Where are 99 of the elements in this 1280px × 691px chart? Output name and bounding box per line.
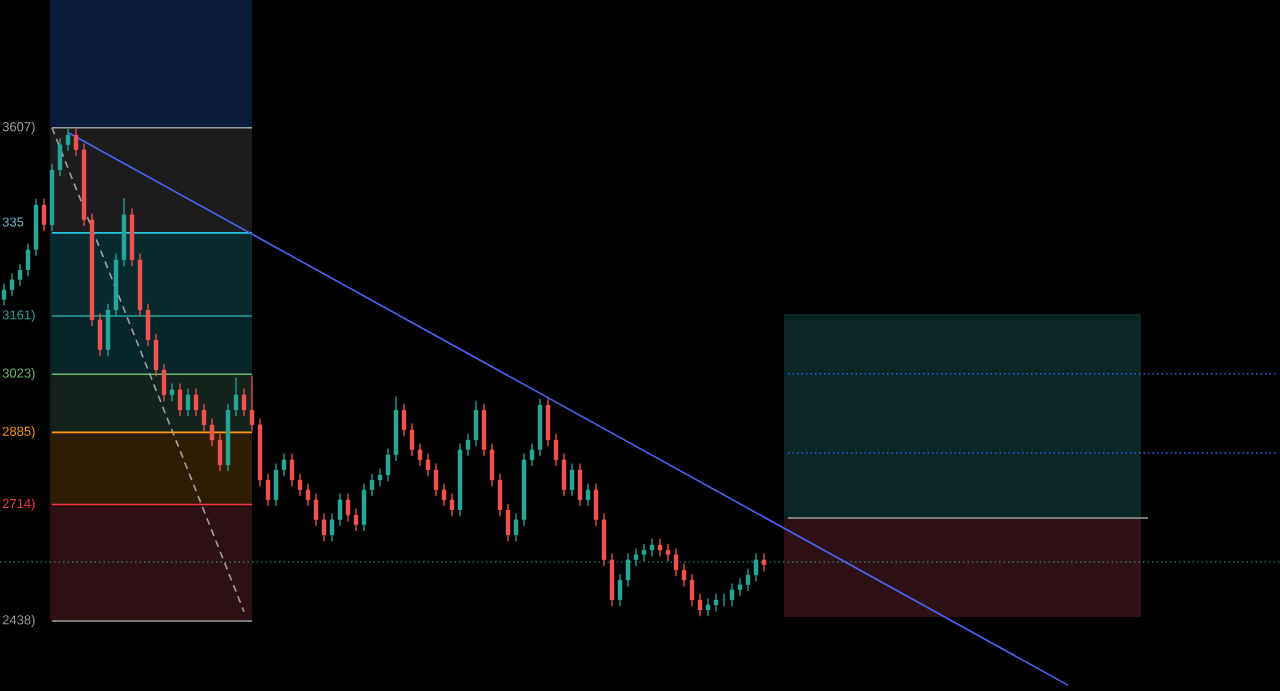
candlestick bbox=[457, 442, 463, 517]
candlestick bbox=[561, 452, 567, 497]
candlestick bbox=[217, 433, 223, 472]
candlestick bbox=[617, 573, 623, 607]
candlestick bbox=[433, 462, 439, 497]
candlestick bbox=[681, 562, 687, 588]
candlestick bbox=[41, 198, 47, 232]
candlestick bbox=[593, 482, 599, 527]
candlestick bbox=[657, 538, 663, 558]
candlestick bbox=[361, 482, 367, 532]
candlestick bbox=[505, 503, 511, 542]
candlestick bbox=[249, 374, 255, 432]
candlestick bbox=[417, 442, 423, 467]
candlestick bbox=[289, 452, 295, 488]
candlestick bbox=[729, 582, 735, 607]
candlestick bbox=[257, 417, 263, 488]
annotation: 335 bbox=[2, 217, 24, 227]
y-tick-label: 3161) bbox=[2, 309, 35, 323]
candlestick bbox=[665, 543, 671, 562]
candlestick bbox=[481, 403, 487, 457]
candlestick bbox=[745, 568, 751, 592]
candlestick bbox=[409, 422, 415, 457]
candlestick bbox=[545, 398, 551, 447]
candlestick bbox=[193, 387, 199, 418]
candlestick bbox=[129, 207, 135, 267]
candlestick bbox=[9, 272, 15, 297]
candlestick bbox=[705, 597, 711, 617]
candlestick bbox=[273, 462, 279, 507]
candlestick bbox=[73, 128, 79, 157]
candlestick bbox=[697, 592, 703, 617]
candlestick bbox=[265, 473, 271, 507]
candlestick bbox=[497, 473, 503, 517]
candlestick bbox=[425, 452, 431, 477]
candlestick bbox=[49, 163, 55, 232]
candlestick bbox=[89, 212, 95, 327]
candlestick bbox=[169, 382, 175, 402]
candlestick bbox=[377, 468, 383, 488]
y-tick-label: 3023) bbox=[2, 368, 35, 381]
candlestick bbox=[161, 362, 167, 402]
candlestick bbox=[689, 573, 695, 607]
candlestick bbox=[753, 552, 759, 582]
candlestick bbox=[305, 482, 311, 507]
candlestick bbox=[473, 400, 479, 447]
candlestick bbox=[553, 433, 559, 467]
candlestick bbox=[449, 492, 455, 517]
candlestick bbox=[25, 242, 31, 277]
candlestick bbox=[641, 543, 647, 562]
candlestick bbox=[153, 333, 159, 377]
candlestick bbox=[337, 492, 343, 527]
candlestick bbox=[513, 512, 519, 542]
candlestick bbox=[465, 433, 471, 457]
candlestick bbox=[1, 282, 7, 307]
candlestick bbox=[441, 482, 447, 507]
candlestick bbox=[145, 303, 151, 347]
candlestick bbox=[185, 387, 191, 418]
candlestick bbox=[569, 462, 575, 497]
candlestick bbox=[281, 452, 287, 477]
candlestick bbox=[33, 198, 39, 257]
candlestick bbox=[401, 403, 407, 437]
candlestick bbox=[241, 387, 247, 418]
candlestick bbox=[57, 137, 63, 177]
candlestick bbox=[529, 442, 535, 467]
candlestick bbox=[201, 403, 207, 432]
candlestick bbox=[521, 452, 527, 527]
y-tick-label: 2885) bbox=[2, 426, 35, 439]
candlestick bbox=[137, 252, 143, 318]
candlestick bbox=[97, 312, 103, 357]
candlestick bbox=[385, 447, 391, 482]
candlestick bbox=[209, 417, 215, 447]
candlestick bbox=[321, 512, 327, 542]
candlestick bbox=[577, 462, 583, 507]
candlestick bbox=[393, 395, 399, 462]
y-tick-label: 2714) bbox=[2, 498, 35, 511]
candlestick bbox=[177, 382, 183, 418]
candlestick bbox=[713, 592, 719, 612]
candlestick bbox=[737, 577, 743, 597]
candlestick bbox=[297, 473, 303, 497]
candlestick bbox=[601, 512, 607, 567]
candlestick bbox=[649, 538, 655, 558]
candlestick bbox=[233, 376, 239, 418]
candlestick bbox=[353, 508, 359, 532]
y-tick-label: 3607) bbox=[2, 121, 35, 134]
candlestick bbox=[489, 442, 495, 488]
candlestick bbox=[329, 512, 335, 542]
candlestick bbox=[369, 473, 375, 497]
candlestick bbox=[761, 552, 767, 572]
candlestick bbox=[585, 482, 591, 507]
candlestick bbox=[721, 592, 727, 607]
y-tick-label: 2438) bbox=[2, 614, 35, 628]
candlestick bbox=[313, 492, 319, 527]
candlestick bbox=[121, 197, 127, 267]
candlestick bbox=[81, 142, 87, 227]
candlestick bbox=[225, 403, 231, 472]
candlestick bbox=[65, 128, 71, 152]
candlestick bbox=[609, 552, 615, 607]
candlestick bbox=[537, 398, 543, 457]
candlestick bbox=[17, 263, 23, 287]
candlestick bbox=[673, 547, 679, 577]
candlestick bbox=[345, 492, 351, 523]
